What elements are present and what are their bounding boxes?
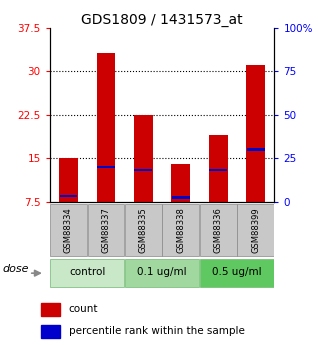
- Bar: [50, 259, 124, 286]
- Bar: [125, 259, 199, 286]
- Bar: [50, 204, 87, 256]
- Text: dose: dose: [3, 265, 29, 274]
- Bar: [134, 115, 153, 202]
- Text: GSM88337: GSM88337: [101, 207, 110, 253]
- Text: count: count: [69, 304, 98, 314]
- Bar: [171, 164, 190, 202]
- Bar: [134, 169, 152, 171]
- Text: control: control: [69, 267, 105, 277]
- Text: percentile rank within the sample: percentile rank within the sample: [69, 326, 245, 336]
- Text: 0.5 ug/ml: 0.5 ug/ml: [212, 267, 262, 277]
- Text: GSM88335: GSM88335: [139, 207, 148, 253]
- Bar: [125, 204, 162, 256]
- Bar: [200, 204, 237, 256]
- Bar: [40, 303, 60, 316]
- Bar: [88, 204, 124, 256]
- Text: GSM88338: GSM88338: [176, 207, 185, 253]
- Bar: [237, 204, 274, 256]
- Text: GSM88336: GSM88336: [214, 207, 223, 253]
- Bar: [172, 196, 190, 199]
- Bar: [60, 195, 77, 197]
- Bar: [162, 204, 199, 256]
- Bar: [209, 135, 228, 202]
- Bar: [247, 148, 265, 151]
- Text: 0.1 ug/ml: 0.1 ug/ml: [137, 267, 187, 277]
- Bar: [97, 166, 115, 168]
- Bar: [200, 259, 274, 286]
- Bar: [40, 325, 60, 338]
- Bar: [97, 52, 115, 202]
- Text: GSM88399: GSM88399: [251, 207, 260, 253]
- Title: GDS1809 / 1431573_at: GDS1809 / 1431573_at: [81, 12, 243, 27]
- Bar: [209, 169, 227, 171]
- Text: GSM88334: GSM88334: [64, 207, 73, 253]
- Bar: [247, 65, 265, 202]
- Bar: [59, 158, 78, 202]
